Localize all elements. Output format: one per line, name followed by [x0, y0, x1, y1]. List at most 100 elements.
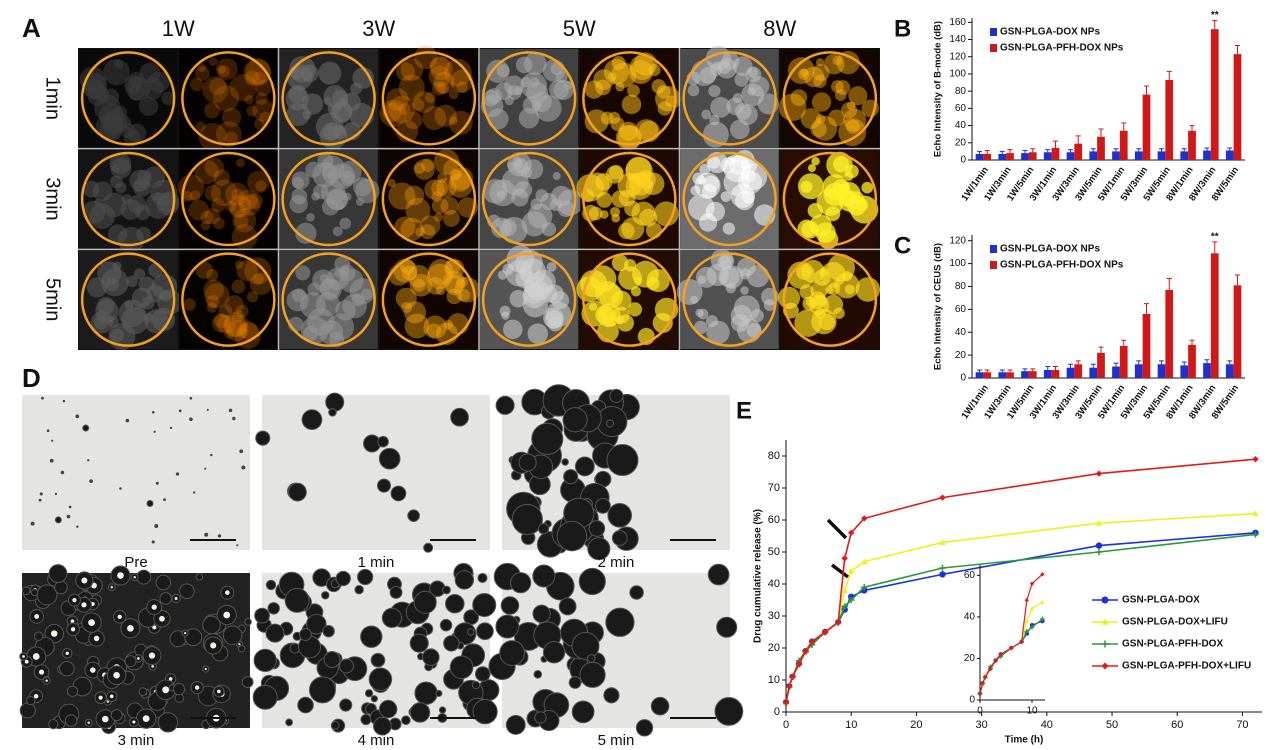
legend-swatch [990, 28, 997, 36]
error-bar [985, 151, 990, 154]
bubble [651, 697, 669, 715]
bubble [173, 683, 184, 694]
texture [320, 122, 347, 149]
particle [126, 419, 130, 423]
bubble-core [99, 696, 103, 700]
particle [40, 492, 43, 495]
caption: Pre [124, 554, 147, 571]
bar [1203, 363, 1211, 378]
y-tick-label: 20 [768, 642, 780, 654]
texture [808, 164, 816, 172]
bubble [266, 580, 275, 589]
texture [812, 64, 829, 81]
legend-swatch [990, 261, 997, 269]
bubble [340, 699, 352, 711]
texture [600, 307, 617, 324]
bar [983, 154, 991, 160]
texture [321, 180, 346, 205]
particle [69, 506, 72, 509]
y-tick-label: 0 [960, 155, 966, 166]
bubble [543, 642, 564, 663]
panel-label: B [894, 15, 911, 42]
texture [710, 97, 731, 118]
bubble-core [45, 679, 47, 681]
error-bar [1076, 361, 1081, 364]
bar [1180, 365, 1188, 378]
bar [1234, 54, 1242, 160]
bubble-core [159, 616, 165, 622]
particle [31, 522, 35, 526]
bubble [579, 568, 605, 594]
bar [998, 372, 1006, 378]
bubble [444, 636, 459, 651]
bar [1165, 290, 1173, 378]
error-bar [1007, 150, 1012, 153]
bubble [607, 445, 638, 476]
particle [204, 468, 206, 470]
texture [723, 222, 735, 234]
texture [618, 223, 634, 239]
bar [1067, 368, 1075, 378]
texture [113, 262, 122, 271]
bubble-core [175, 597, 178, 600]
y-tick-label: 10 [768, 674, 780, 686]
error-bar [1144, 86, 1149, 95]
bar [983, 372, 991, 378]
bubble-core [225, 590, 230, 595]
y-axis-label: Echo Intensity of CEUS (dB) [933, 243, 944, 370]
texture [190, 190, 201, 201]
y-tick-label: 20 [955, 350, 967, 361]
bubble [587, 655, 595, 663]
texture [512, 157, 522, 167]
texture [690, 186, 700, 196]
texture [515, 181, 532, 198]
y-tick-label: 60 [955, 103, 967, 114]
particle [163, 498, 166, 501]
bubble-core [117, 572, 124, 579]
texture [528, 323, 548, 343]
inset-y-tick-label: 20 [964, 653, 976, 664]
bubble [67, 686, 77, 696]
error-bar [1098, 347, 1103, 353]
series-line [980, 621, 1042, 694]
y-tick-label: 20 [955, 137, 967, 148]
bubble [302, 410, 322, 430]
texture [699, 164, 710, 175]
x-tick-label: 10 [845, 719, 857, 731]
bubble [358, 569, 373, 584]
bubble [156, 575, 170, 589]
bubble-core [34, 614, 39, 619]
bubble-core [110, 695, 114, 699]
panel-label: A [22, 13, 41, 43]
row-label: 1min [42, 77, 64, 120]
texture [698, 275, 707, 284]
y-tick-label: 0 [960, 373, 966, 384]
bar [1021, 153, 1029, 160]
bubble [331, 721, 339, 729]
marker [939, 494, 945, 500]
caption: 4 min [358, 732, 395, 749]
bubble [472, 681, 479, 688]
error-bar [1023, 369, 1028, 371]
texture [443, 210, 460, 227]
texture [158, 191, 179, 212]
bubble [83, 425, 89, 431]
bubble [49, 720, 58, 729]
marker [1025, 619, 1029, 623]
texture [500, 306, 511, 317]
bubble-core [223, 612, 230, 619]
error-bar [1007, 370, 1012, 372]
row-label: 5min [42, 278, 64, 321]
bubble-core [134, 576, 136, 578]
texture [232, 209, 256, 233]
y-axis-label: Drug cumulative release (%) [753, 509, 764, 643]
bubble [636, 720, 652, 736]
particle [47, 429, 50, 432]
texture [642, 173, 664, 195]
particle [63, 400, 65, 402]
bubble [596, 498, 611, 513]
bubble-core [205, 668, 207, 670]
texture [319, 320, 344, 345]
bubble [519, 454, 536, 471]
bubble [286, 719, 293, 726]
